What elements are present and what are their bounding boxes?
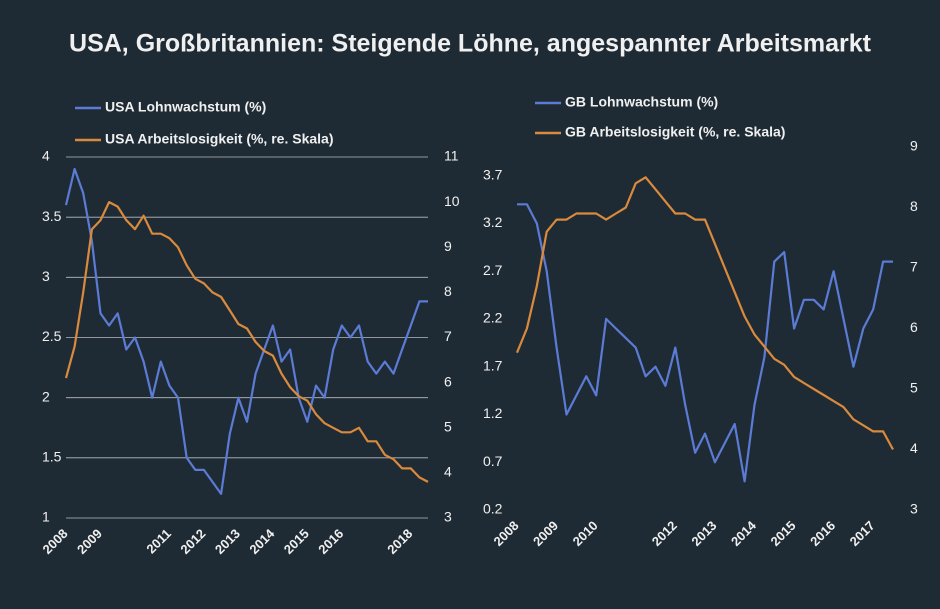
y2-tick-label: 4 — [444, 464, 452, 480]
y-tick-label: 1.2 — [483, 405, 503, 421]
x-tick-label: 2008 — [39, 526, 70, 557]
y2-tick-label: 8 — [910, 198, 918, 214]
y2-tick-label: 3 — [444, 509, 452, 525]
y-tick-label: 2.5 — [42, 328, 62, 344]
x-tick-label: 2015 — [768, 518, 799, 549]
x-tick-label: 2014 — [246, 525, 278, 557]
y2-tick-label: 5 — [910, 380, 918, 396]
x-tick-label: 2016 — [807, 518, 838, 549]
data-line — [64, 167, 428, 495]
data-line — [517, 203, 893, 483]
x-tick-label: 2014 — [728, 517, 760, 549]
y-tick-label: 4 — [42, 148, 50, 164]
x-tick-label: 2012 — [649, 518, 680, 549]
data-line — [515, 176, 894, 451]
y2-tick-label: 10 — [444, 193, 460, 209]
y2-tick-label: 9 — [444, 238, 452, 254]
x-tick-label: 2009 — [74, 526, 105, 557]
x-tick-label: 2015 — [281, 526, 312, 557]
y-tick-label: 1.5 — [42, 449, 62, 465]
y-tick-label: 3.5 — [42, 208, 62, 224]
y-tick-label: 0.7 — [483, 453, 503, 469]
x-tick-label: 2016 — [315, 526, 346, 557]
y2-tick-label: 8 — [444, 283, 452, 299]
legend-label: USA Lohnwachstum (%) — [105, 99, 266, 115]
y2-tick-label: 5 — [444, 418, 452, 434]
y-tick-label: 3.7 — [483, 166, 503, 182]
legend-label: USA Arbeitslosigkeit (%, re. Skala) — [105, 131, 333, 147]
x-tick-label: 2009 — [530, 518, 561, 549]
x-tick-label: 2017 — [847, 518, 878, 549]
x-tick-label: 2008 — [490, 518, 521, 549]
data-line — [64, 201, 429, 483]
y2-tick-label: 11 — [444, 148, 459, 164]
y-tick-label: 2 — [42, 388, 50, 404]
y2-tick-label: 3 — [910, 501, 918, 517]
page-title: USA, Großbritannien: Steigende Löhne, an… — [69, 30, 872, 58]
y-tick-label: 3.2 — [483, 214, 503, 230]
y-tick-label: 2.7 — [483, 262, 503, 278]
x-tick-label: 2013 — [688, 518, 719, 549]
y2-tick-label: 6 — [910, 319, 918, 335]
legend-label: GB Arbeitslosigkeit (%, re. Skala) — [565, 124, 785, 140]
y-tick-label: 2.2 — [483, 310, 503, 326]
y2-tick-label: 9 — [910, 138, 918, 154]
y-tick-label: 1 — [42, 509, 50, 525]
y2-tick-label: 6 — [444, 373, 452, 389]
x-tick-label: 2013 — [212, 526, 243, 557]
x-tick-label: 2011 — [143, 526, 174, 557]
y-tick-label: 3 — [42, 268, 50, 284]
x-tick-label: 2012 — [177, 526, 208, 557]
y2-tick-label: 7 — [910, 259, 918, 275]
legend-label: GB Lohnwachstum (%) — [565, 94, 718, 110]
y-tick-label: 0.2 — [483, 501, 503, 517]
x-tick-label: 2018 — [384, 526, 415, 557]
y2-tick-label: 7 — [444, 328, 452, 344]
y-tick-label: 1.7 — [483, 357, 503, 373]
y2-tick-label: 4 — [910, 440, 918, 456]
x-tick-label: 2010 — [570, 518, 601, 549]
